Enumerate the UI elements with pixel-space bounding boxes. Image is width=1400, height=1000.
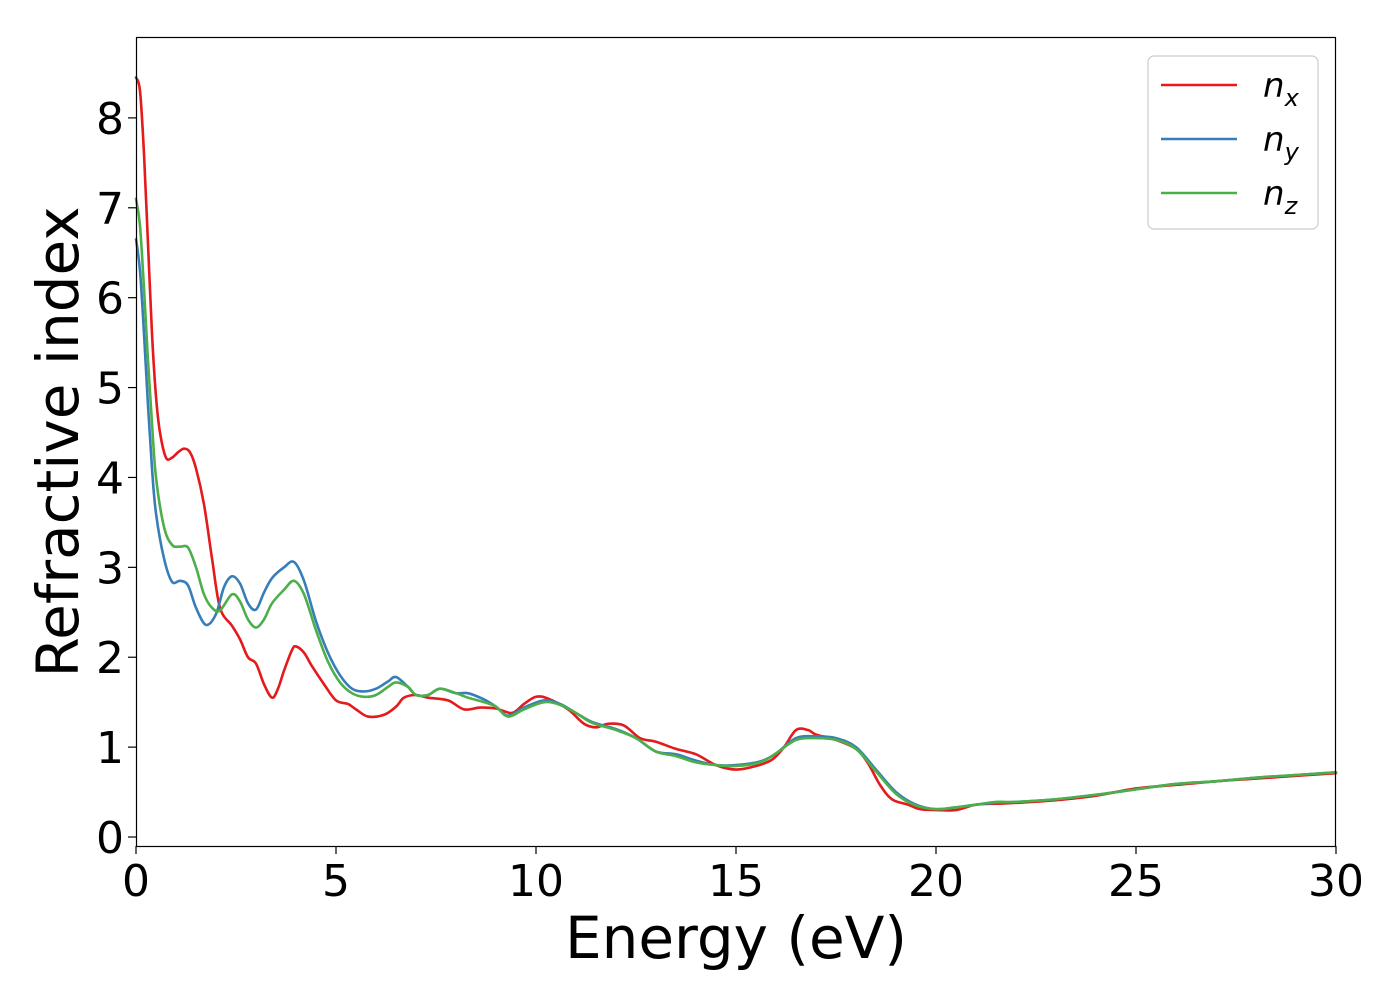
x-tick-label: 30 (1308, 856, 1364, 907)
x-tick-label: 5 (322, 856, 350, 907)
y-tick-label: 7 (96, 184, 124, 235)
y-tick-label: 8 (96, 94, 124, 145)
plot-frame (135, 36, 1337, 848)
legend-label-n-y: ny (1263, 120, 1300, 166)
legend-label-n-x: nx (1263, 66, 1300, 112)
y-tick-label: 5 (96, 364, 124, 415)
y-tick-label: 2 (96, 633, 124, 684)
y-tick-label: 4 (96, 453, 124, 504)
series-line-n-z (134, 197, 1338, 811)
legend-label-n-z: nz (1263, 174, 1299, 220)
x-tick-label: 15 (708, 856, 764, 907)
x-axis-label: Energy (eV) (565, 904, 907, 972)
y-axis-ticks: 0 1 2 3 4 5 6 7 8 (96, 94, 136, 864)
y-tick-label: 0 (96, 813, 124, 864)
x-tick-label: 0 (122, 856, 150, 907)
series-layer (134, 76, 1338, 812)
legend: nx ny nz (1147, 55, 1319, 230)
x-tick-label: 25 (1108, 856, 1164, 907)
legend-box (1147, 55, 1319, 230)
x-axis-ticks: 0 5 10 15 20 25 30 (122, 846, 1364, 907)
x-tick-label: 20 (908, 856, 964, 907)
y-tick-label: 1 (96, 723, 124, 774)
y-axis-label: Refractive index (24, 206, 92, 677)
y-tick-label: 6 (96, 274, 124, 325)
x-tick-label: 10 (508, 856, 564, 907)
series-line-n-x (134, 76, 1338, 812)
y-tick-label: 3 (96, 543, 124, 594)
